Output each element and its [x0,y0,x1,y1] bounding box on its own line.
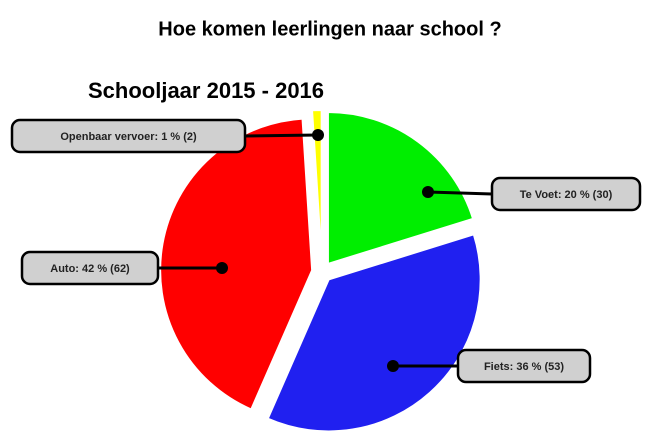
label-box [490,176,642,212]
label-box [456,348,592,384]
data-label: Auto: 42 % (62) [50,263,130,275]
pie-slice [310,109,323,263]
leader-dot [216,262,228,274]
leader-line [244,133,319,138]
data-label: Fiets: 36 % (53) [484,361,564,373]
leader-line [427,190,493,196]
pie-slice [266,233,482,433]
pie-slice [326,110,475,266]
label-box [20,250,160,286]
leader-dot [312,129,324,141]
chart-subtitle: Schooljaar 2015 - 2016 [88,78,324,103]
pie-slice [159,117,314,411]
leader-dot [422,186,434,198]
chart-title: Hoe komen leerlingen naar school ? [158,18,501,40]
label-box [10,118,247,154]
leader-dot [387,360,399,372]
data-label: Openbaar vervoer: 1 % (2) [60,131,197,143]
data-label: Te Voet: 20 % (30) [520,189,613,201]
